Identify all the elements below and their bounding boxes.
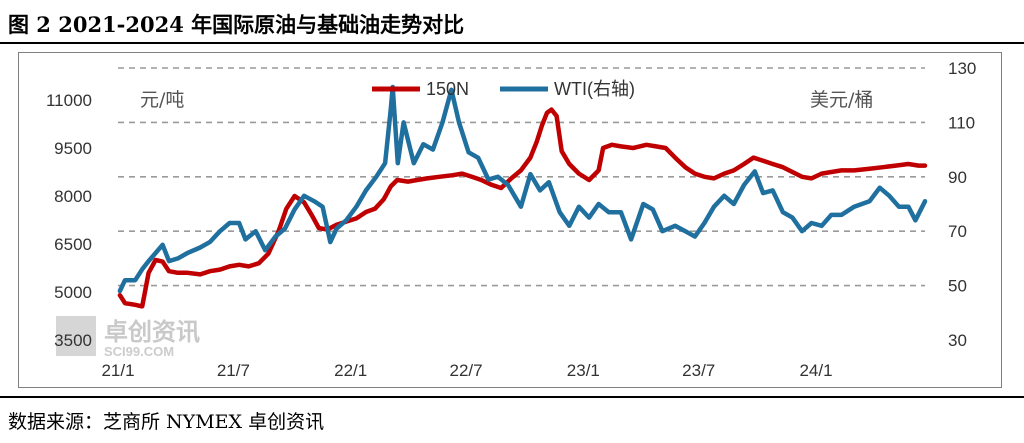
right-tick-label: 90	[948, 168, 967, 187]
right-tick-label: 30	[948, 331, 967, 350]
chart-frame	[18, 52, 1002, 388]
figure-title: 图 2 2021-2024 年国际原油与基础油走势对比	[8, 12, 465, 37]
x-axis-ticks: 21/1 21/7 22/1 22/7 23/1 23/7 24/1	[101, 361, 832, 380]
watermark-text: 卓创资讯	[104, 318, 200, 346]
x-tick-label: 22/7	[449, 361, 482, 380]
title-bar: 图 2 2021-2024 年国际原油与基础油走势对比	[0, 0, 1024, 44]
series-line-wti	[117, 84, 928, 294]
footer: 数据来源：芝商所 NYMEX 卓创资讯	[0, 396, 1024, 443]
left-tick-label: 6500	[54, 235, 92, 254]
left-tick-label: 3500	[54, 331, 92, 350]
watermark: 卓创资讯 SCI99.COM	[56, 316, 200, 359]
right-tick-label: 130	[948, 59, 976, 78]
x-tick-label: 23/1	[567, 361, 600, 380]
left-axis-ticks: 3500 5000 6500 8000 9500 11000	[46, 91, 92, 350]
x-tick-label: 22/1	[334, 361, 367, 380]
right-axis-unit: 美元/桶	[810, 89, 873, 111]
right-tick-label: 50	[948, 277, 967, 296]
x-tick-label: 23/7	[682, 361, 715, 380]
left-tick-label: 11000	[46, 91, 92, 110]
legend-label-150n: 150N	[426, 79, 469, 99]
legend: 150N WTI(右轴)	[372, 79, 635, 99]
watermark-logo-icon	[56, 316, 96, 356]
left-tick-label: 5000	[54, 283, 92, 302]
series-line-150n	[117, 107, 928, 309]
x-tick-label: 21/7	[217, 361, 250, 380]
watermark-subtext: SCI99.COM	[104, 344, 174, 359]
data-source: 数据来源：芝商所 NYMEX 卓创资讯	[8, 411, 325, 433]
x-tick-label: 24/1	[799, 361, 832, 380]
left-axis-unit: 元/吨	[140, 89, 184, 111]
right-tick-label: 110	[948, 113, 975, 132]
left-tick-label: 9500	[54, 139, 92, 158]
right-tick-label: 70	[948, 222, 967, 241]
x-tick-label: 21/1	[101, 361, 134, 380]
left-tick-label: 8000	[54, 187, 92, 206]
series-lines	[117, 84, 928, 309]
legend-label-wti: WTI(右轴)	[554, 79, 635, 99]
right-axis-ticks: 30 50 70 90 110 130	[948, 59, 976, 350]
